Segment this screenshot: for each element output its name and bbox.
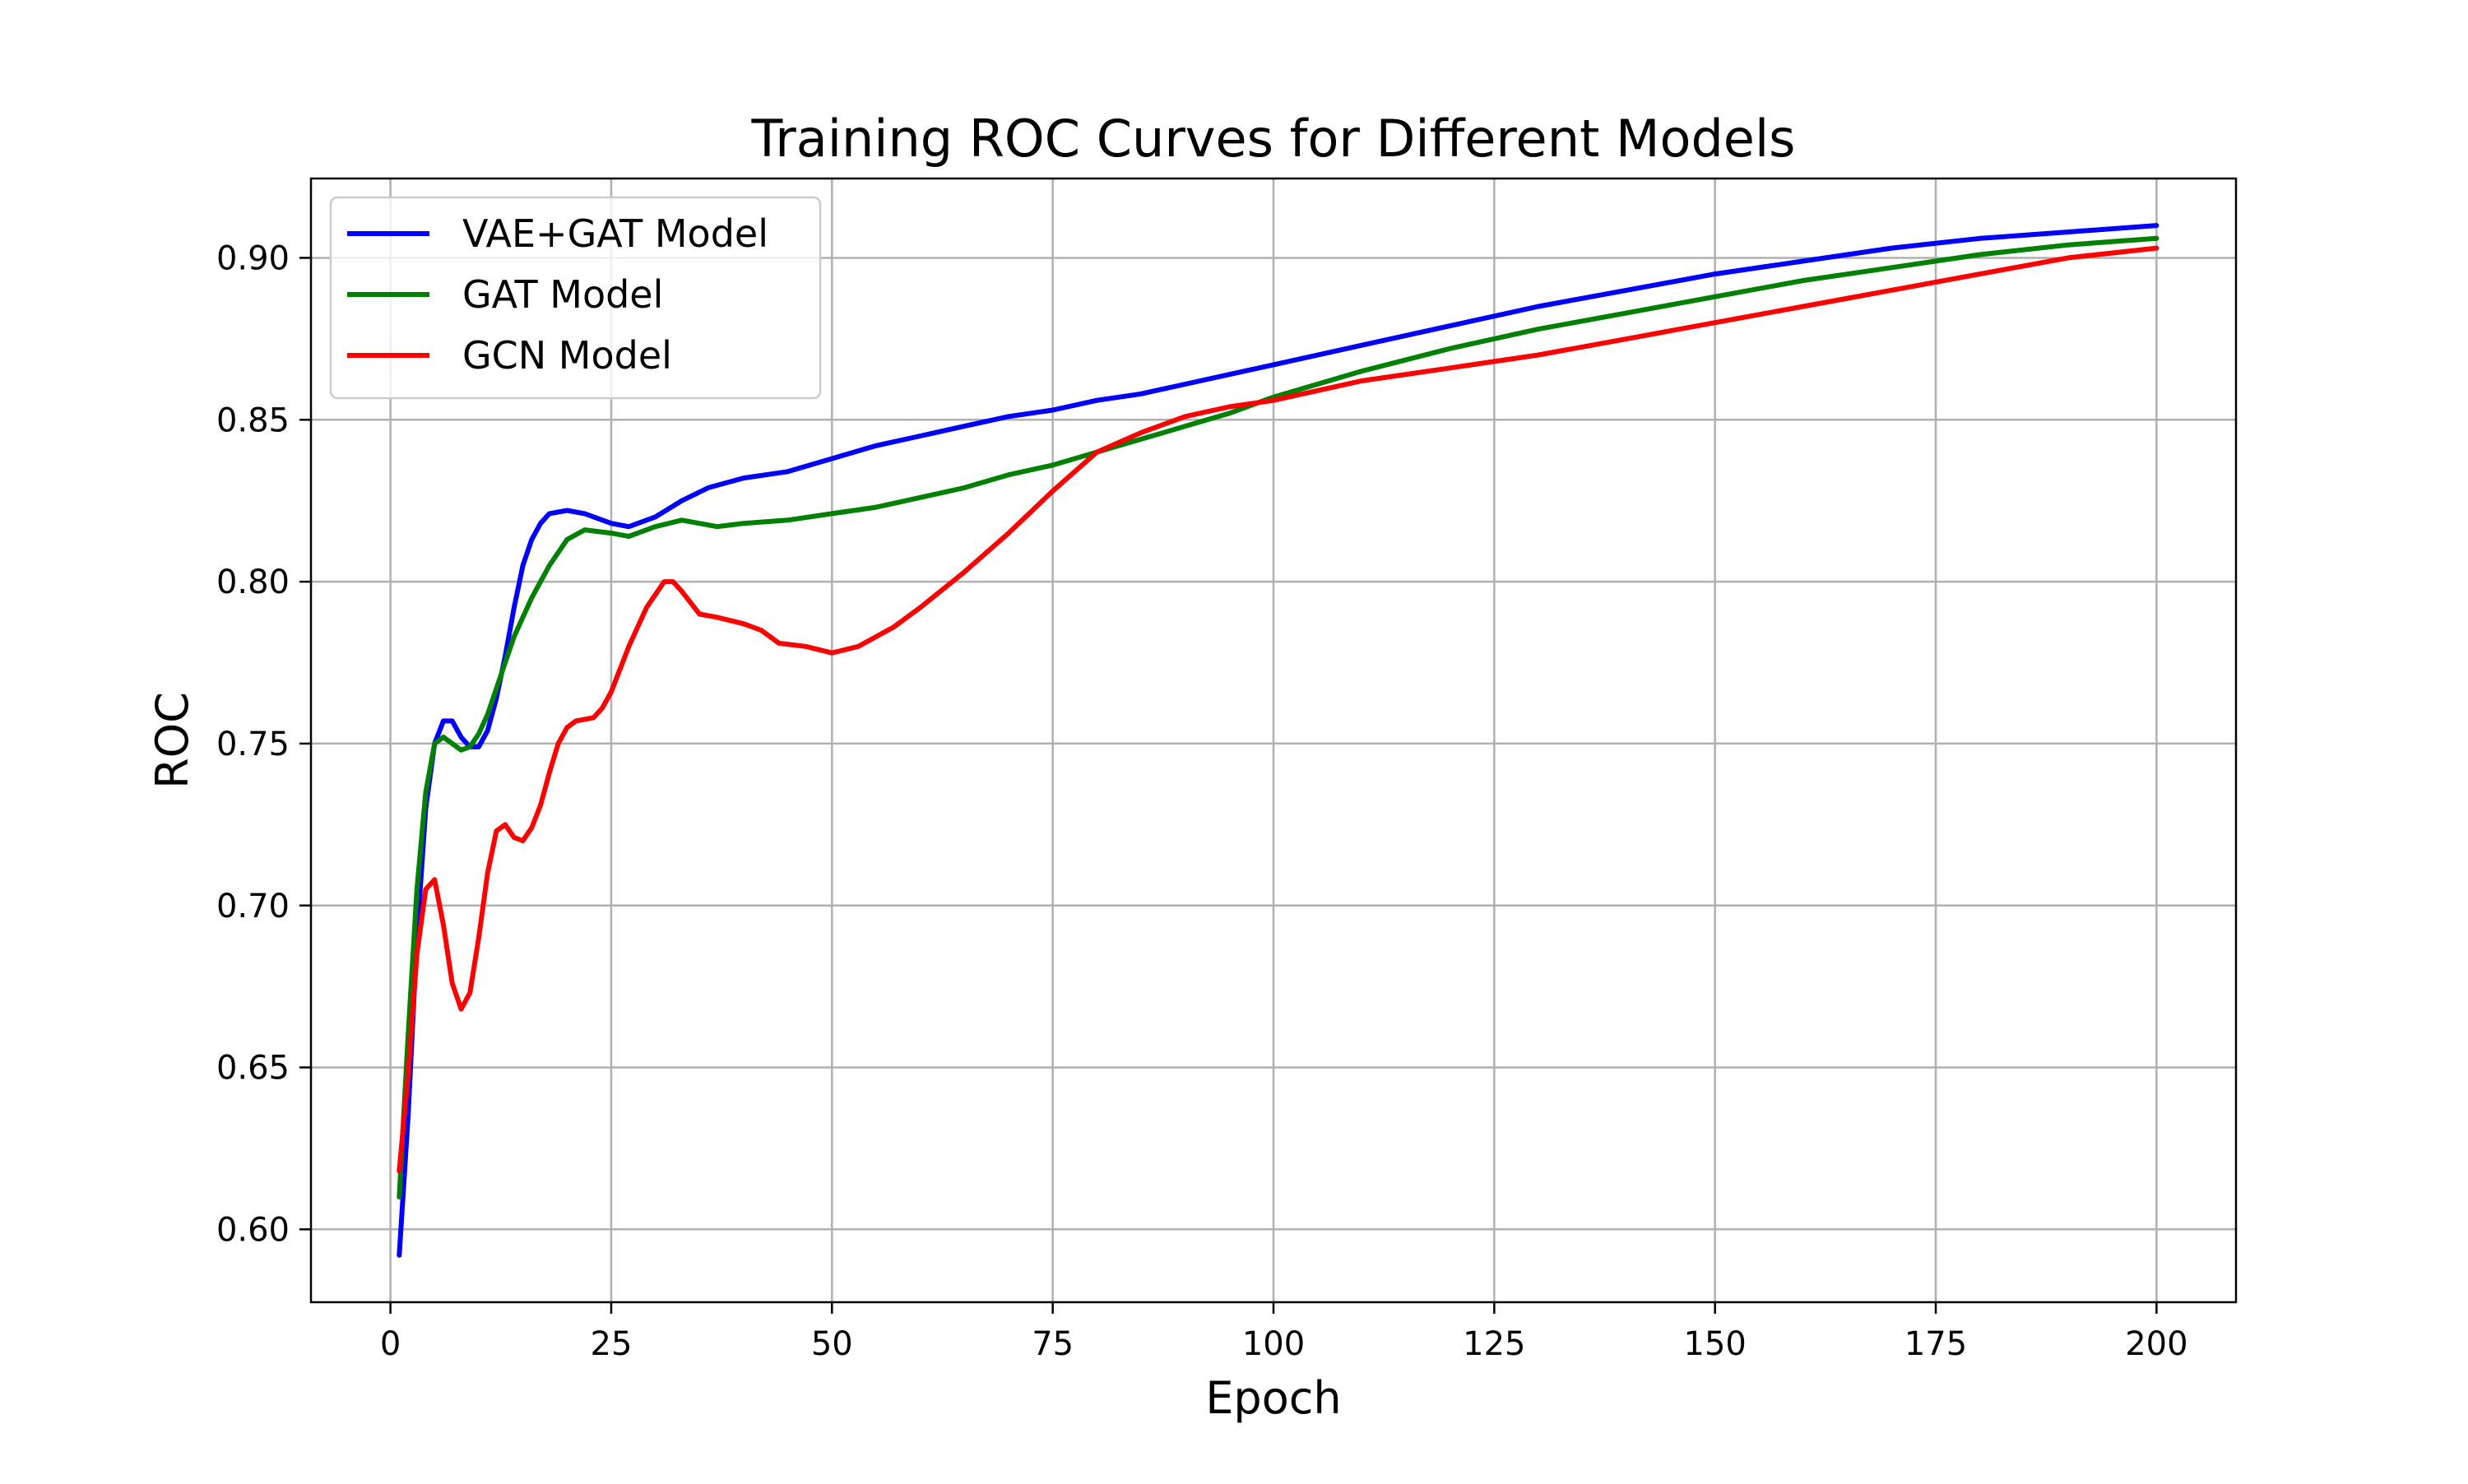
y-tick-label: 0.80 [216, 563, 290, 601]
y-tick-label: 0.85 [216, 401, 290, 439]
axis-ticks: 0 25 50 75 100 125 150 175 200 0.60 0.65 0.70 0.75 0.… [216, 239, 2188, 1363]
y-tick-label: 0.65 [216, 1050, 290, 1087]
series-line-1 [397, 235, 2160, 1200]
y-axis-label: ROC [146, 692, 198, 789]
y-tick-label: 0.75 [216, 726, 290, 763]
series-line-2 [397, 245, 2160, 1174]
legend: VAE+GAT Model GAT Model GCN Model [329, 196, 822, 400]
grid-lines [311, 179, 2236, 1302]
legend-label-0: VAE+GAT Model [462, 211, 768, 256]
x-tick-label: 175 [1904, 1325, 1967, 1363]
legend-label-1: GAT Model [462, 272, 663, 317]
series-lines [397, 223, 2160, 1258]
x-tick-label: 0 [380, 1325, 401, 1363]
y-tick-label: 0.90 [216, 239, 290, 277]
x-tick-label: 200 [2125, 1325, 2187, 1363]
x-tick-label: 25 [591, 1325, 633, 1363]
x-tick-label: 125 [1463, 1325, 1525, 1363]
chart-title: Training ROC Curves for Different Models [751, 109, 1796, 169]
y-tick-label: 0.70 [216, 888, 290, 925]
x-tick-label: 100 [1242, 1325, 1305, 1363]
x-tick-label: 75 [1032, 1325, 1074, 1363]
y-tick-label: 0.60 [216, 1211, 290, 1249]
legend-box [329, 196, 822, 400]
legend-label-2: GCN Model [462, 333, 672, 378]
x-tick-label: 150 [1684, 1325, 1747, 1363]
x-tick-label: 50 [811, 1325, 853, 1363]
x-axis-label: Epoch [1205, 1372, 1341, 1424]
